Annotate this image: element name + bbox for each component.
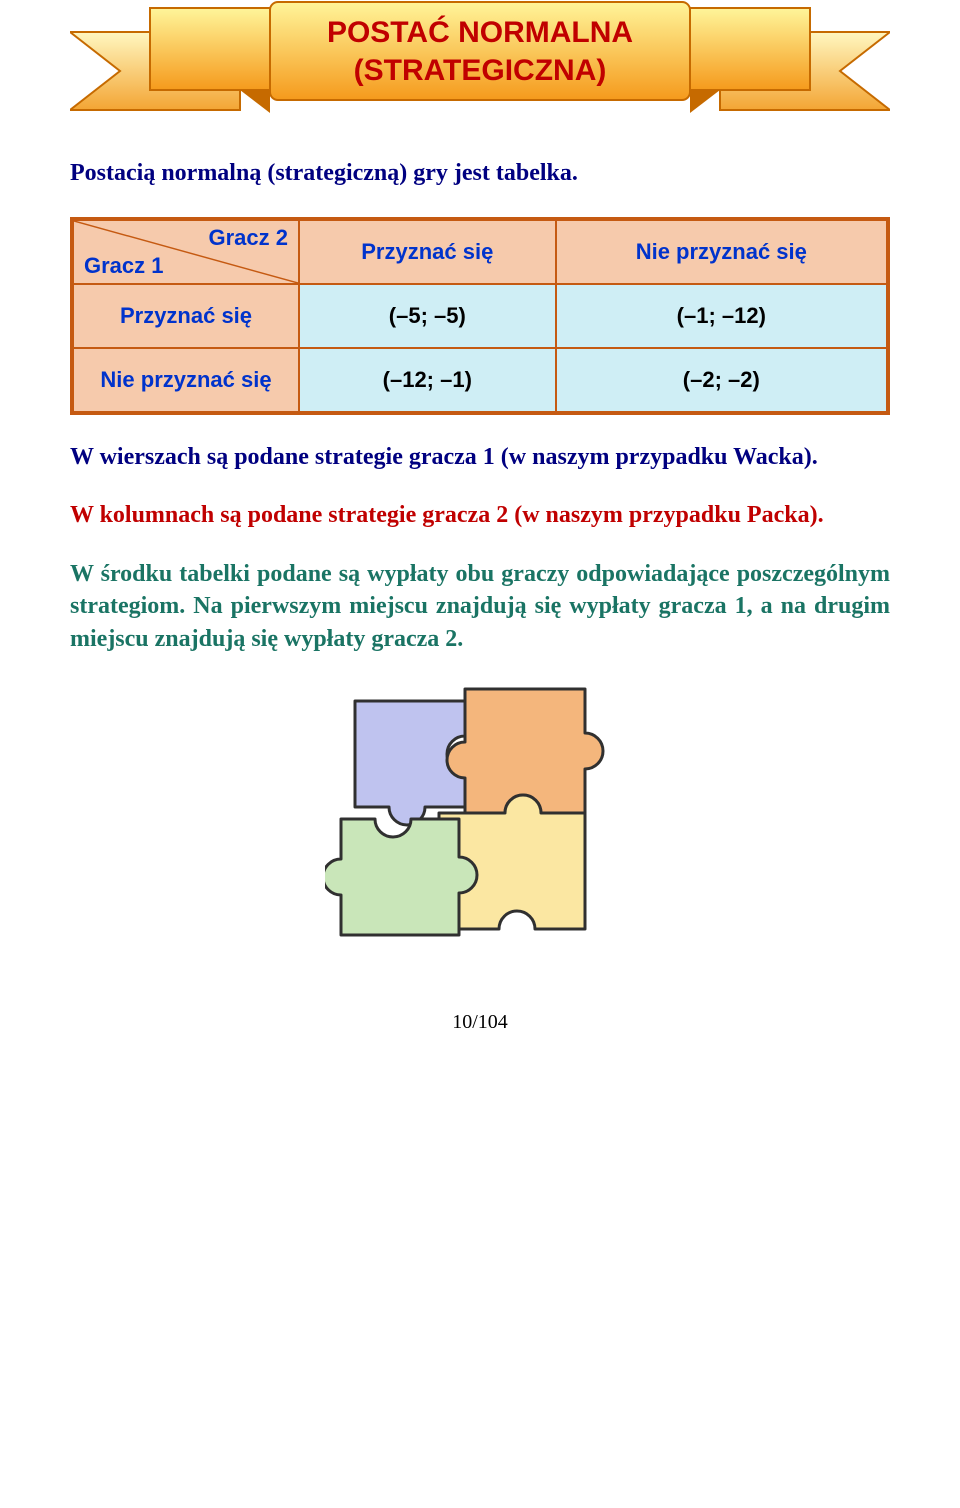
corner-cell: Gracz 2 Gracz 1 [73, 220, 299, 284]
puzzle-piece-2 [325, 819, 477, 935]
paragraph-cols: W kolumnach są podane strategie gracza 2… [70, 499, 890, 531]
puzzle-illustration [70, 681, 890, 981]
paragraph-payoffs: W środku tabelki podane są wypłaty obu g… [70, 558, 890, 655]
cell-0-1: (–1; –12) [556, 284, 887, 348]
player2-label: Gracz 2 [209, 225, 289, 251]
cell-1-0: (–12; –1) [299, 348, 556, 412]
col-header-1: Nie przyznać się [556, 220, 887, 284]
col-header-0: Przyznać się [299, 220, 556, 284]
banner-ribbon-svg [70, 0, 890, 130]
cell-0-0: (–5; –5) [299, 284, 556, 348]
intro-text: Postacią normalną (strategiczną) gry jes… [70, 160, 890, 187]
page-number: 10/104 [70, 1011, 890, 1034]
cell-1-1: (–2; –2) [556, 348, 887, 412]
puzzle-svg [325, 681, 635, 981]
title-banner: POSTAĆ NORMALNA (STRATEGICZNA) [70, 0, 890, 130]
paragraph-rows: W wierszach są podane strategie gracza 1… [70, 441, 890, 473]
row-header-0: Przyznać się [73, 284, 299, 348]
player1-label: Gracz 1 [84, 253, 164, 279]
payoff-table: Gracz 2 Gracz 1 Przyznać się Nie przyzna… [70, 217, 890, 415]
row-header-1: Nie przyznać się [73, 348, 299, 412]
